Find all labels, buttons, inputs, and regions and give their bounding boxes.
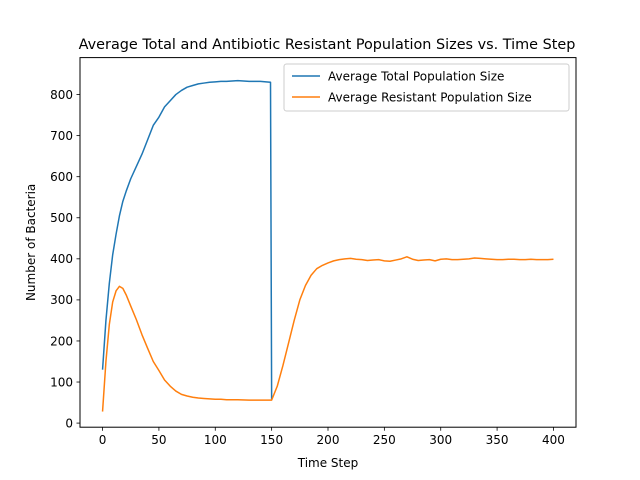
legend-box: [283, 63, 570, 112]
x-tick-label: 200: [317, 433, 340, 447]
y-axis: 0 100 200 300 400 500 600 700 800: [50, 88, 80, 430]
series-lines: [101, 79, 554, 412]
y-tick-label: 500: [50, 211, 73, 225]
y-tick-label: 700: [50, 129, 73, 143]
legend: Average Total Population Size Average Res…: [283, 63, 570, 112]
y-axis-label: Number of Bacteria: [24, 184, 38, 301]
y-tick-label: 800: [50, 88, 73, 102]
x-tick-label: 0: [99, 433, 107, 447]
x-tick-label: 300: [429, 433, 452, 447]
y-tick-label: 600: [50, 170, 73, 184]
x-axis: 0 50 100 150 200 250 300 350 400: [99, 427, 565, 447]
y-tick-label: 0: [65, 416, 73, 430]
x-tick-label: 150: [260, 433, 283, 447]
series-line-1: [101, 79, 273, 400]
x-tick-label: 50: [151, 433, 166, 447]
series-line-2: [101, 256, 554, 412]
legend-label: Average Total Population Size: [328, 69, 504, 83]
y-tick-label: 100: [50, 375, 73, 389]
x-tick-label: 400: [542, 433, 565, 447]
x-tick-label: 100: [204, 433, 227, 447]
chart-title: Average Total and Antibiotic Resistant P…: [79, 37, 576, 53]
x-axis-label: Time Step: [297, 456, 359, 470]
plot-frame: [79, 57, 577, 428]
x-tick-label: 250: [373, 433, 396, 447]
y-tick-label: 400: [50, 252, 73, 266]
y-tick-label: 300: [50, 293, 73, 307]
x-tick-label: 350: [486, 433, 509, 447]
y-tick-label: 200: [50, 334, 73, 348]
legend-label: Average Resistant Population Size: [328, 90, 532, 104]
